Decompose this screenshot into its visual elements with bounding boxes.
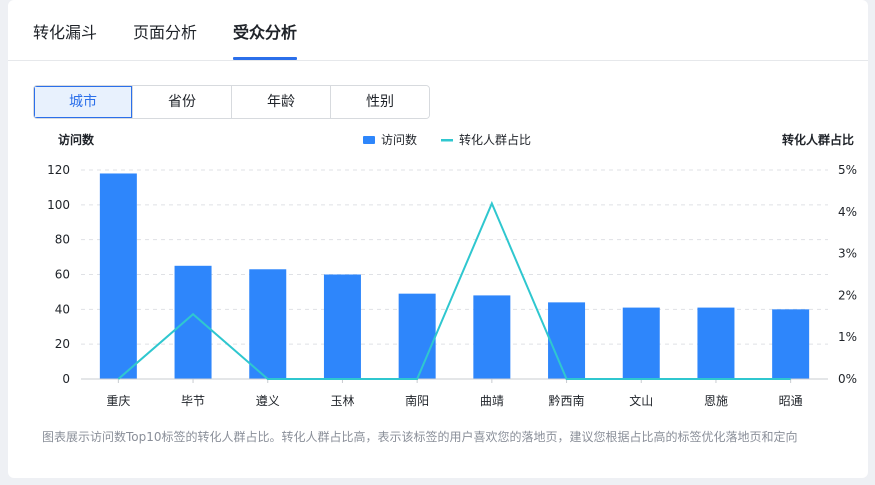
y-tick-label-left: 80 [55,233,70,247]
x-tick-label: 遵义 [256,393,280,408]
tab-divider [8,60,868,61]
dimension-segmented-control: 城市 省份 年龄 性别 [33,85,430,119]
x-tick-label: 玉林 [330,394,354,408]
bar-玉林[interactable] [323,274,361,380]
segment-city[interactable]: 城市 [34,86,133,118]
bar-文山[interactable] [622,307,660,379]
legend-item-conversion-ratio[interactable]: 转化人群占比 [441,132,531,147]
x-tick-label: 昭通 [779,394,803,408]
y-tick-label-left: 40 [55,302,70,316]
y-tick-label-left: 100 [47,198,70,212]
tab-page-analysis[interactable]: 页面分析 [133,23,198,42]
y-tick-label-right: 0% [838,372,857,386]
x-tick-label: 毕节 [181,394,205,408]
y-ticks-left: 0 20 40 60 80 100 120 [47,163,70,386]
segment-province[interactable]: 省份 [133,86,232,118]
x-tick-labels: 重庆 毕节 遵义 玉林 南阳 曲靖 黔西南 文山 恩施 昭通 [106,379,803,408]
y-tick-label-right: 3% [838,247,857,261]
chart-footnote: 图表展示访问数Top10标签的转化人群占比。转化人群占比高，表示该标签的用户喜欢… [42,430,798,444]
y-tick-label-right: 2% [838,288,857,302]
x-tick-label: 黔西南 [549,393,585,408]
x-tick-label: 恩施 [704,394,728,408]
tab-conversion-funnel[interactable]: 转化漏斗 [33,23,98,42]
audience-analysis-card: 转化漏斗 页面分析 受众分析 城市 省份 年龄 性别 访问数 转化人群占比 访问… [8,0,868,478]
y-axis-title-right: 转化人群占比 [782,132,854,147]
y-tick-label-right: 5% [838,163,857,177]
segment-age[interactable]: 年龄 [232,86,331,118]
y-ticks-right: 0% 1% 2% 3% 4% 5% [838,163,857,386]
analysis-tabs: 转化漏斗 页面分析 受众分析 [33,18,333,60]
legend-swatch-conversion-ratio [441,139,453,142]
y-tick-label-left: 120 [47,163,70,177]
tab-audience-analysis[interactable]: 受众分析 [233,18,298,60]
x-tick-label: 重庆 [106,394,130,408]
bar-曲靖[interactable] [473,295,511,379]
bar-毕节[interactable] [174,265,212,379]
bar-遵义[interactable] [249,269,287,379]
line-series-conversion-ratio [117,200,791,380]
x-tick-label: 文山 [629,393,653,408]
bar-重庆[interactable] [99,173,137,379]
combo-chart: 访问数 转化人群占比 访问数 转化人群占比 0 20 40 60 80 100 120 0%… [47,132,857,408]
bar-昭通[interactable] [772,309,810,379]
segment-gender[interactable]: 性别 [331,86,429,118]
y-axis-title-left: 访问数 [58,132,95,147]
legend-label-visits: 访问数 [381,132,417,147]
bar-南阳[interactable] [398,293,436,379]
x-tick-label: 南阳 [405,393,429,408]
y-tick-label-right: 4% [838,205,857,219]
y-tick-label-right: 1% [838,330,857,344]
bar-series-visits [99,173,810,380]
legend-swatch-visits [363,136,375,144]
x-tick-label: 曲靖 [480,394,504,408]
legend-item-visits[interactable]: 访问数 [363,132,417,147]
bar-黔西南[interactable] [548,302,586,379]
legend: 访问数 转化人群占比 [363,132,531,147]
y-tick-label-left: 20 [55,337,70,351]
bar-恩施[interactable] [697,307,735,379]
legend-label-conversion-ratio: 转化人群占比 [459,132,531,147]
y-tick-label-left: 0 [62,372,70,386]
y-tick-label-left: 60 [55,268,70,282]
